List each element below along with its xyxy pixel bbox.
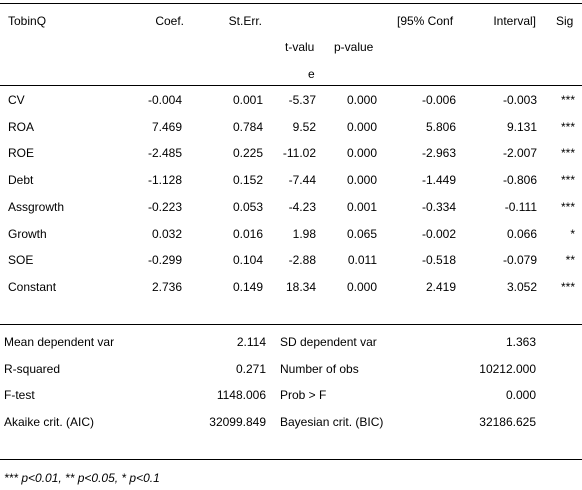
row-variable: Growth [8,226,47,241]
row-variable: CV [8,93,25,107]
row-std-err: 0.053 [232,199,263,214]
stat-right-label: Number of obs [280,361,359,376]
row-sig: * [570,226,575,241]
row-variable: Constant [8,279,57,294]
row-ci-low: 2.419 [425,279,456,294]
row-coef: -2.485 [147,146,182,161]
header-std-err: St.Err. [228,14,262,28]
row-ci-high: -0.003 [502,93,537,107]
row-ci-high: 3.052 [506,279,537,294]
row-sig: *** [560,119,575,134]
row-std-err: 0.149 [232,279,263,294]
row-ci-high: -2.007 [502,146,537,161]
stats-bottom-rule [0,459,582,460]
row-std-err: 0.225 [232,146,263,161]
row-ci-low: -0.006 [421,93,456,107]
row-ci-high: -0.111 [504,199,537,214]
header-coef: Coef. [155,14,184,28]
stat-left-value: 32099.849 [209,415,266,430]
row-t-value: 1.98 [292,226,316,241]
row-ci-high: -0.079 [502,253,537,268]
row-p-value: 0.001 [346,199,377,214]
stat-right-value: 1.363 [505,335,536,349]
row-p-value: 0.011 [347,253,377,268]
stat-right-label: Prob > F [280,388,327,403]
row-std-err: 0.016 [232,226,263,241]
stat-left-label: R-squared [4,361,61,376]
row-t-value: -5.37 [288,93,316,107]
row-sig: *** [560,173,575,188]
stat-right-value: 32186.625 [479,415,536,430]
row-variable: Debt [8,173,34,188]
row-coef: -1.128 [147,173,182,188]
row-ci-low: -2.963 [421,146,456,161]
header-rule [0,85,582,86]
row-ci-low: -0.002 [421,226,456,241]
stat-left-value: 1148.006 [216,388,266,403]
header-t-value-line2: e [308,67,315,81]
stat-left-label: Mean dependent var [4,335,115,349]
row-ci-high: 0.066 [506,226,537,241]
significance-footnote: *** p<0.01, ** p<0.05, * p<0.1 [4,471,160,485]
stat-right-value: 0.000 [505,388,536,403]
row-std-err: 0.104 [232,253,263,268]
row-p-value: 0.000 [346,119,377,134]
header-variable: TobinQ [8,14,47,28]
row-p-value: 0.000 [346,93,377,107]
row-variable: ROE [8,146,35,161]
row-sig: *** [560,199,575,214]
row-ci-low: -0.334 [421,199,456,214]
row-t-value: 9.52 [292,119,316,134]
row-sig: *** [560,279,575,294]
row-ci-low: -1.449 [421,173,456,188]
row-t-value: -11.02 [282,146,316,161]
row-variable: ROA [8,119,35,134]
header-significance: Sig [556,14,574,28]
row-t-value: -7.44 [288,173,316,188]
row-coef: 2.736 [151,279,182,294]
row-p-value: 0.065 [346,226,377,241]
row-ci-high: 9.131 [506,119,537,134]
row-coef: -0.004 [147,93,182,107]
row-p-value: 0.000 [346,173,377,188]
stat-right-label: SD dependent var [280,335,377,349]
row-p-value: 0.000 [346,146,377,161]
row-sig: ** [565,253,575,268]
top-rule [0,3,582,4]
stat-left-value: 2.114 [236,335,266,349]
row-coef: -0.223 [147,199,182,214]
row-variable: SOE [8,253,34,268]
row-ci-low: 5.806 [425,119,456,134]
row-coef: -0.299 [147,253,182,268]
row-std-err: 0.152 [232,173,263,188]
stat-left-label: F-test [4,388,35,403]
stat-left-label: Akaike crit. (AIC) [4,415,95,430]
stat-left-value: 0.271 [235,361,266,376]
stat-right-label: Bayesian crit. (BIC) [280,415,384,430]
row-coef: 7.469 [151,119,182,134]
header-ci-high: Interval] [493,14,536,28]
row-ci-low: -0.518 [421,253,456,268]
row-variable: Assgrowth [8,199,65,214]
row-sig: *** [560,93,575,107]
header-t-value-line1: t-valu [285,40,315,54]
row-sig: *** [560,146,575,161]
coef-bottom-rule [0,324,582,325]
row-t-value: -2.88 [288,253,316,268]
header-ci-low: [95% Conf [397,14,454,28]
row-coef: 0.032 [151,226,182,241]
row-p-value: 0.000 [346,279,377,294]
row-std-err: 0.784 [232,119,263,134]
header-p-value: p-value [334,40,374,54]
row-std-err: 0.001 [232,93,263,107]
row-ci-high: -0.806 [502,173,537,188]
row-t-value: -4.23 [288,199,316,214]
stat-right-value: 10212.000 [479,361,536,376]
row-t-value: 18.34 [285,279,316,294]
